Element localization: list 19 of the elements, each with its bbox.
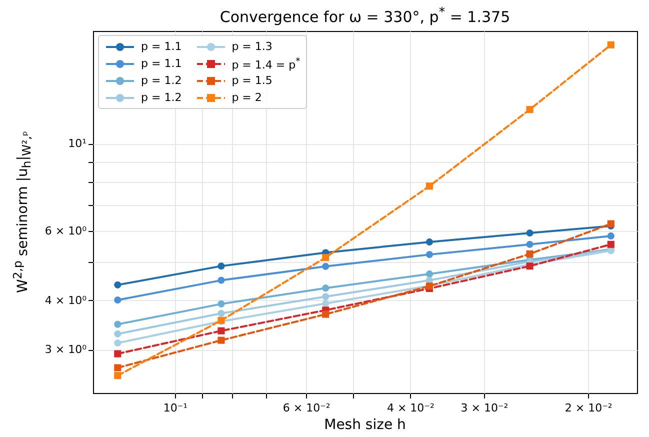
x-tick-label: 10⁻¹ (163, 402, 188, 414)
legend-label: p = 2 (232, 91, 262, 104)
legend-label: p = 1.2 (141, 74, 182, 87)
legend-label: p = 1.2 (141, 91, 182, 104)
y-tick-label: 6 × 10⁰ (44, 224, 88, 238)
legend-label: p = 1.3 (232, 40, 272, 53)
x-tick-label: 4 × 10⁻² (386, 402, 434, 414)
y-tick-label: 4 × 10⁰ (44, 294, 88, 307)
x-tick-label: 6 × 10⁻² (282, 402, 330, 414)
y-tick-label: 3 × 10⁰ (44, 343, 88, 356)
legend-label: p = 1.4 = p$^{*}$ (232, 56, 300, 72)
x-axis-title: Mesh size h (323, 417, 407, 433)
legend-label: p = 1.1 (141, 40, 182, 53)
legend-label: p = 1.5 (232, 74, 272, 87)
chart-title: Convergence for ω = 330°, p$^{*}$ = 1.375 (218, 4, 512, 26)
x-tick-label: 2 × 10⁻² (564, 402, 612, 414)
x-tick-label: 3 × 10⁻² (460, 402, 508, 414)
legend-label: p = 1.1 (141, 57, 182, 70)
y-tick-label: 10¹ (68, 137, 86, 150)
